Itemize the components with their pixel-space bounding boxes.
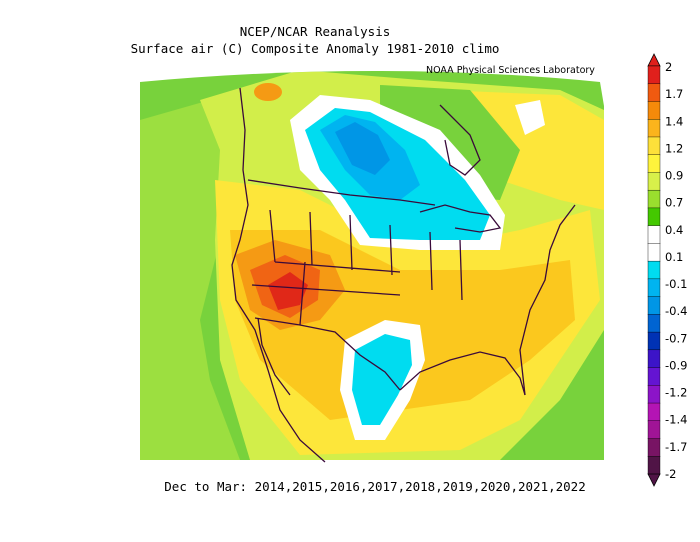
legend-swatch xyxy=(647,207,661,227)
legend-swatch xyxy=(647,225,661,244)
legend-swatch xyxy=(647,172,661,191)
legend-swatch xyxy=(647,243,661,262)
hudson-bay-shore xyxy=(439,104,481,176)
legend-tick-label: 1.2 xyxy=(665,141,683,155)
legend-tick-label: -1.7 xyxy=(665,440,687,454)
great-lakes-shore xyxy=(419,204,502,233)
legend-tick-label: 2 xyxy=(665,60,672,74)
legend-swatch xyxy=(647,331,661,351)
legend-swatch xyxy=(647,456,661,475)
legend-swatch xyxy=(647,420,661,440)
legend-swatch xyxy=(647,189,661,209)
anomaly-field xyxy=(140,71,604,460)
map-subtitle: Surface air (C) Composite Anomaly 1981-2… xyxy=(130,41,500,56)
legend-tick-label: 1.4 xyxy=(665,114,683,128)
legend-swatch xyxy=(647,314,661,333)
data-credit: NOAA Physical Sciences Laboratory xyxy=(426,65,595,76)
legend-swatch xyxy=(647,136,661,156)
field-north-blue xyxy=(335,122,390,175)
legend-arrow-top xyxy=(647,53,661,67)
legend-swatch xyxy=(647,278,661,298)
west-coastline xyxy=(231,87,326,463)
legend-tick-label: 0.4 xyxy=(665,223,683,237)
period-caption: Dec to Mar: 2014,2015,2016,2017,2018,201… xyxy=(164,479,586,494)
field-northeast-white xyxy=(515,100,545,135)
gulf-coastline xyxy=(399,351,526,396)
legend-swatch xyxy=(647,296,661,315)
us-mexico-border xyxy=(254,317,401,391)
legend-swatch xyxy=(647,65,661,85)
legend-tick-label: 0.9 xyxy=(665,169,683,183)
legend-swatch xyxy=(647,154,661,173)
field-pacific-green xyxy=(140,100,240,460)
state-lines xyxy=(251,209,463,326)
legend-tick-label: -2 xyxy=(665,467,676,481)
legend-tick-label: 1.7 xyxy=(665,87,683,101)
legend-swatch xyxy=(647,438,661,457)
legend-tick-label: -0.1 xyxy=(665,277,687,291)
field-south-cyan xyxy=(352,334,412,425)
legend-swatch xyxy=(647,119,661,138)
legend-tick-label: -1.4 xyxy=(665,413,687,427)
boundary-lines xyxy=(231,87,576,463)
legend-swatch xyxy=(647,101,661,120)
legend-swatch xyxy=(647,402,661,422)
legend-tick-label: -1.2 xyxy=(665,386,687,400)
legend-tick-label: 0.7 xyxy=(665,196,683,210)
legend-swatch xyxy=(647,260,661,280)
legend-tick-label: -0.7 xyxy=(665,331,687,345)
canada-us-border xyxy=(247,179,436,206)
map-title: NCEP/NCAR Reanalysis xyxy=(239,24,391,39)
legend-swatch xyxy=(647,349,661,369)
field-alaska-orange xyxy=(254,83,282,101)
field-red-core xyxy=(268,272,308,310)
legend-swatch xyxy=(647,367,661,386)
legend-tick-label: -0.4 xyxy=(665,304,687,318)
legend-arrow-bottom xyxy=(647,473,661,487)
legend-tick-label: -0.9 xyxy=(665,358,687,372)
east-coastline xyxy=(519,204,576,396)
baja-coastline xyxy=(257,317,291,396)
legend-swatch xyxy=(647,385,661,404)
legend-tick-label: 0.1 xyxy=(665,250,683,264)
legend-swatch xyxy=(647,83,661,102)
